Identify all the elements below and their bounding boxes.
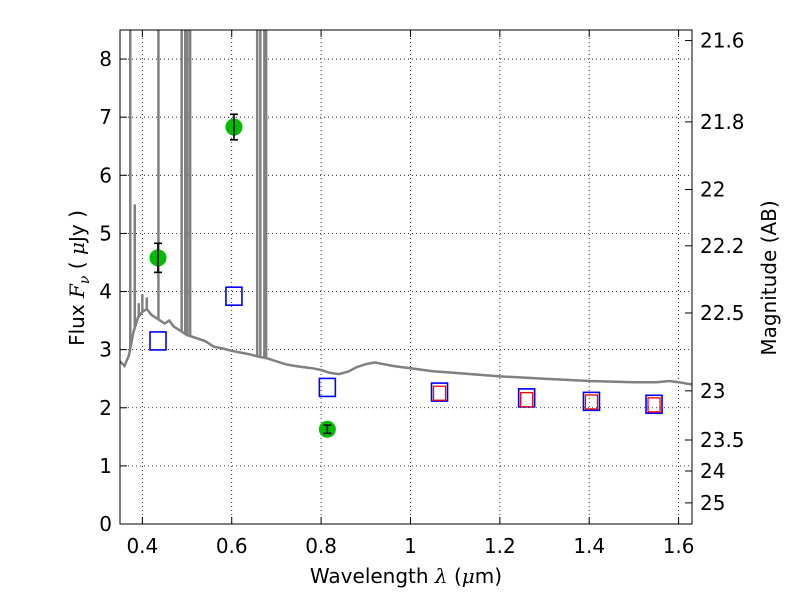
right-tick-label: 22.5 [700,301,745,325]
y-tick-label: 6 [99,163,112,187]
model-square-red [520,391,534,408]
right-axis-label: Magnitude (AB) [757,200,781,355]
right-tick-label: 21.8 [700,110,745,134]
x-axis-label: Wavelength λ (μm) [310,564,502,588]
model-square-red [584,394,599,410]
right-tick-label: 22.2 [700,234,745,258]
spectrum-line [120,307,692,386]
tick-labels: 0.4 0.6 0.8 1 1.2 1.4 1.601234567821.621.82222… [99,29,744,558]
model-square-blue [318,377,337,398]
plot-frame [119,29,693,525]
x-tick-label: 1.2 [484,534,516,558]
y-tick-label: 4 [99,280,112,304]
y-tick-label: 5 [99,221,112,245]
right-tick-label: 23.5 [700,428,745,452]
y-tick-label: 1 [99,454,112,478]
x-tick-label: 0.8 [305,534,337,558]
model-spectrum [120,30,692,386]
y-tick-label: 2 [99,396,112,420]
model-square-blue [645,394,663,415]
right-tick-label: 25 [700,491,725,515]
grid [120,30,692,524]
x-tick-label: 1.4 [573,534,605,558]
y-tick-label: 7 [99,105,112,129]
x-tick-label: 0.4 [126,534,158,558]
y-tick-label: 8 [99,47,112,71]
right-tick-label: 24 [700,459,725,483]
y-tick-label: 3 [99,338,112,362]
y-tick-label: 0 [99,512,112,536]
model-square-red [432,385,447,401]
y-axis-label: Flux Fν ( μJy ) [65,210,93,346]
model-square-red [647,397,661,413]
x-tick-label: 1 [404,534,417,558]
x-tick-label: 0.6 [216,534,248,558]
right-tick-label: 22 [700,178,725,202]
model-square-blue [430,382,449,402]
model-square-blue [225,286,243,306]
right-tick-label: 23 [700,379,725,403]
x-tick-label: 1.6 [663,534,695,558]
right-tick-label: 21.6 [700,29,745,53]
model-square-blue [582,391,601,412]
model-square-blue [149,331,167,351]
axis-ticks [120,30,692,525]
data-points [149,113,663,438]
